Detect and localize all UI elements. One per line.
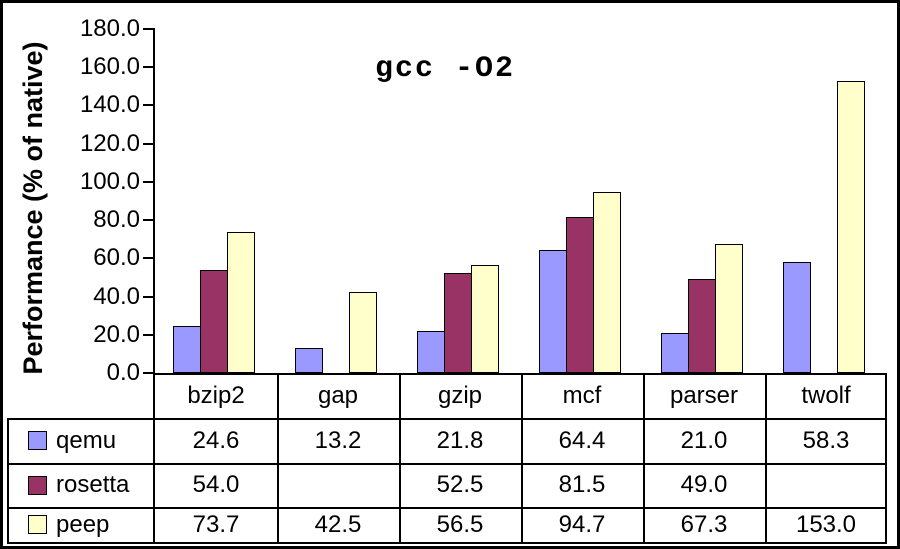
legend-cell-rosetta: rosetta bbox=[9, 465, 155, 505]
bar-peep-gap bbox=[349, 292, 377, 373]
chart-title: gcc -O2 bbox=[374, 52, 516, 86]
value-cell-peep-bzip2: 73.7 bbox=[192, 510, 240, 538]
bar-rosetta-parser bbox=[688, 279, 716, 373]
legend-swatch-rosetta bbox=[28, 475, 47, 495]
value-cell-rosetta-mcf: 81.5 bbox=[558, 471, 606, 498]
bar-qemu-bzip2 bbox=[173, 326, 201, 373]
y-tick-mark bbox=[143, 257, 155, 260]
y-axis-line bbox=[153, 29, 155, 375]
value-cell-qemu-parser: 21.0 bbox=[680, 426, 728, 454]
value-cell-rosetta-gzip: 52.5 bbox=[436, 471, 484, 498]
value-cell-rosetta-parser: 49.0 bbox=[680, 471, 728, 498]
value-cell-rosetta-gap bbox=[277, 465, 399, 505]
value-cell-rosetta-bzip2: 54.0 bbox=[192, 471, 240, 498]
y-tick-mark bbox=[143, 219, 155, 222]
table-border-v bbox=[643, 373, 645, 544]
category-header-mcf: mcf bbox=[562, 381, 602, 409]
y-tick-label: 100.0 bbox=[79, 167, 140, 195]
table-border-h bbox=[7, 463, 887, 465]
value-cell-peep-gzip: 56.5 bbox=[436, 510, 484, 538]
value-cell-qemu-bzip2: 24.6 bbox=[192, 426, 240, 454]
legend-cell-qemu: qemu bbox=[9, 420, 155, 461]
value-cell-qemu-gap: 13.2 bbox=[314, 426, 362, 454]
y-tick-label: 120.0 bbox=[79, 129, 140, 157]
category-header-gap: gap bbox=[317, 381, 359, 409]
y-tick-mark bbox=[143, 295, 155, 298]
y-tick-mark bbox=[143, 180, 155, 183]
y-tick-mark bbox=[143, 28, 155, 30]
table-border-h bbox=[7, 507, 887, 509]
x-axis-line bbox=[153, 373, 887, 375]
y-tick-label: 20.0 bbox=[93, 320, 140, 348]
bar-rosetta-gzip bbox=[444, 273, 472, 373]
category-header-bzip2: bzip2 bbox=[187, 381, 245, 409]
category-header-gzip: gzip bbox=[437, 381, 483, 409]
value-cell-qemu-gzip: 21.8 bbox=[436, 426, 484, 454]
table-border-h bbox=[7, 418, 887, 420]
legend-swatch-peep bbox=[28, 515, 47, 534]
table-border-h bbox=[7, 542, 887, 544]
bar-qemu-twolf bbox=[783, 262, 811, 373]
value-cell-peep-twolf: 153.0 bbox=[795, 510, 857, 538]
value-cell-peep-gap: 42.5 bbox=[314, 510, 362, 538]
bar-rosetta-bzip2 bbox=[200, 270, 228, 373]
value-cell-peep-parser: 67.3 bbox=[680, 510, 728, 538]
y-tick-mark bbox=[143, 66, 155, 69]
y-tick-label: 0.0 bbox=[106, 359, 140, 386]
legend-label-rosetta: rosetta bbox=[56, 471, 130, 498]
y-tick-mark bbox=[143, 104, 155, 107]
legend-label-qemu: qemu bbox=[56, 426, 117, 454]
legend-swatch-qemu bbox=[28, 431, 47, 450]
y-tick-mark bbox=[143, 333, 155, 336]
table-border-v bbox=[277, 373, 279, 544]
table-border-v bbox=[521, 373, 523, 544]
y-tick-label: 140.0 bbox=[79, 91, 140, 119]
value-cell-qemu-twolf: 58.3 bbox=[802, 426, 850, 454]
y-tick-label: 160.0 bbox=[79, 53, 140, 81]
bar-qemu-gap bbox=[295, 348, 323, 373]
bar-peep-mcf bbox=[593, 192, 621, 373]
y-tick-mark bbox=[143, 372, 155, 374]
bar-qemu-mcf bbox=[539, 250, 567, 373]
bar-peep-twolf bbox=[837, 81, 865, 373]
table-border-v bbox=[765, 373, 767, 544]
category-header-parser: parser bbox=[669, 381, 739, 409]
table-border-v bbox=[885, 373, 887, 544]
legend-label-peep: peep bbox=[56, 510, 110, 538]
bar-rosetta-mcf bbox=[566, 217, 594, 373]
y-tick-label: 180.0 bbox=[79, 15, 140, 42]
y-tick-label: 80.0 bbox=[93, 206, 140, 234]
bar-qemu-gzip bbox=[417, 331, 445, 373]
category-header-twolf: twolf bbox=[801, 381, 851, 409]
y-tick-label: 60.0 bbox=[93, 244, 140, 272]
bar-peep-bzip2 bbox=[227, 232, 255, 373]
y-tick-label: 40.0 bbox=[93, 282, 140, 310]
table-border-v bbox=[153, 373, 155, 544]
value-cell-rosetta-twolf bbox=[765, 465, 887, 505]
table-border-v bbox=[399, 373, 401, 544]
value-cell-qemu-mcf: 64.4 bbox=[558, 426, 606, 454]
table-border-v bbox=[7, 418, 9, 544]
value-cell-peep-mcf: 94.7 bbox=[558, 510, 606, 538]
bar-peep-gzip bbox=[471, 265, 499, 373]
bar-peep-parser bbox=[715, 244, 743, 373]
y-tick-mark bbox=[143, 142, 155, 145]
bar-qemu-parser bbox=[661, 333, 689, 373]
legend-cell-peep: peep bbox=[9, 509, 155, 540]
